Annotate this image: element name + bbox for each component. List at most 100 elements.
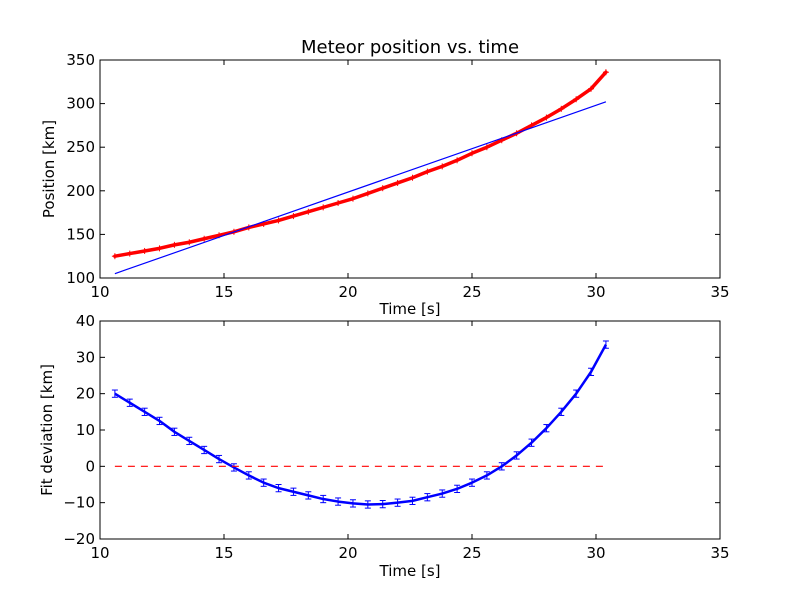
- position-x-tick-label: 20: [338, 283, 357, 301]
- deviation-y-axis-label: Fit deviation [km]: [38, 364, 56, 496]
- position-y-tick-label: 200: [66, 182, 95, 200]
- position-x-axis-label: Time [s]: [379, 300, 441, 318]
- position-point: [454, 157, 461, 164]
- position-plot-frame: [99, 59, 721, 279]
- deviation-point: [141, 407, 148, 416]
- deviation-y-tick-label: 30: [76, 348, 95, 366]
- position-point: [349, 195, 356, 202]
- position-x-tick-label: 15: [214, 283, 233, 301]
- position-point: [439, 163, 446, 170]
- deviation-x-tick-label: 30: [586, 544, 605, 562]
- position-point: [394, 179, 401, 186]
- deviation-y-tick-label: −10: [63, 494, 95, 512]
- position-point: [424, 168, 431, 175]
- position-point: [290, 213, 297, 220]
- deviation-chart: 10 15 20 25 30 35 −20 −10 0 10 20 30 40 Time [s] Fit…: [38, 312, 730, 580]
- position-ticks: 10 15 20 25 30 35 100 150 200 250 300 350: [66, 51, 729, 301]
- position-data-layer: [111, 69, 609, 275]
- deviation-x-tick-label: 15: [214, 544, 233, 562]
- deviation-point: [126, 398, 133, 407]
- position-point: [335, 200, 342, 207]
- position-x-tick-label: 30: [586, 283, 605, 301]
- position-point: [141, 247, 148, 254]
- position-point: [186, 239, 193, 246]
- deviation-y-tick-label: 20: [76, 385, 95, 403]
- position-point: [573, 96, 580, 103]
- position-point: [156, 245, 163, 252]
- deviation-point: [349, 499, 356, 508]
- deviation-point: [528, 438, 535, 447]
- deviation-point: [260, 478, 267, 487]
- position-point: [558, 105, 565, 112]
- deviation-x-tick-label: 35: [710, 544, 729, 562]
- deviation-point: [275, 484, 282, 493]
- deviation-point: [201, 445, 208, 455]
- deviation-point: [424, 493, 431, 502]
- position-point: [588, 85, 595, 92]
- position-y-tick-label: 300: [66, 95, 95, 113]
- position-point: [171, 241, 178, 248]
- deviation-point: [588, 367, 595, 376]
- deviation-point: [156, 416, 163, 426]
- position-point: [305, 208, 312, 215]
- deviation-x-tick-label: 10: [90, 544, 109, 562]
- deviation-point: [513, 451, 520, 460]
- deviation-point: [305, 491, 312, 500]
- position-point: [201, 235, 208, 242]
- position-point: [275, 217, 282, 224]
- deviation-point: [245, 471, 252, 480]
- position-y-tick-label: 250: [66, 138, 95, 156]
- deviation-point: [216, 454, 223, 464]
- deviation-y-tick-label: 40: [76, 312, 95, 330]
- position-y-tick-label: 350: [66, 51, 95, 69]
- deviation-point: [409, 496, 416, 505]
- deviation-point: [483, 471, 490, 480]
- deviation-point: [364, 500, 371, 509]
- position-y-tick-label: 150: [66, 225, 95, 243]
- position-chart: 10 15 20 25 30 35 100 150 200 250 300 350 Meteor po…: [40, 37, 730, 318]
- position-y-axis-label: Position [km]: [40, 120, 58, 218]
- chart-title: Meteor position vs. time: [301, 37, 519, 58]
- deviation-plot-frame: [99, 320, 721, 540]
- position-y-tick-label: 100: [66, 269, 95, 287]
- deviation-point: [394, 498, 401, 507]
- position-point: [469, 150, 475, 157]
- deviation-y-tick-label: 10: [76, 421, 95, 439]
- deviation-point: [454, 484, 461, 493]
- position-point: [364, 190, 371, 197]
- deviation-point: [573, 389, 580, 398]
- position-x-tick-label: 35: [710, 283, 729, 301]
- deviation-point: [335, 497, 342, 506]
- position-point: [320, 204, 327, 211]
- position-trail: [113, 70, 608, 258]
- deviation-ticks: 10 15 20 25 30 35 −20 −10 0 10 20 30 40: [63, 312, 729, 562]
- deviation-point: [469, 478, 475, 487]
- deviation-point: [379, 499, 386, 509]
- deviation-x-tick-label: 20: [338, 544, 357, 562]
- position-point: [379, 185, 386, 192]
- deviation-y-tick-label: 0: [85, 457, 95, 475]
- deviation-point: [558, 407, 565, 416]
- deviation-trail: [114, 344, 608, 506]
- deviation-point: [171, 427, 178, 436]
- deviation-point: [543, 424, 550, 433]
- deviation-x-axis-label: Time [s]: [379, 562, 441, 580]
- position-x-tick-label: 25: [462, 283, 481, 301]
- position-point: [602, 69, 609, 76]
- deviation-y-tick-label: −20: [63, 530, 95, 548]
- position-point: [543, 114, 550, 121]
- deviation-point: [290, 487, 297, 496]
- position-point: [483, 144, 490, 151]
- linear-fit-line: [114, 101, 607, 275]
- deviation-point: [230, 463, 237, 472]
- position-point: [409, 174, 416, 181]
- position-plot-area: [100, 60, 720, 278]
- deviation-point: [439, 489, 446, 498]
- deviation-point: [602, 340, 609, 349]
- deviation-point: [498, 462, 505, 471]
- deviation-plot-area: [100, 321, 720, 539]
- deviation-point: [186, 436, 193, 446]
- position-point: [111, 253, 118, 260]
- deviation-data-layer: [111, 340, 609, 509]
